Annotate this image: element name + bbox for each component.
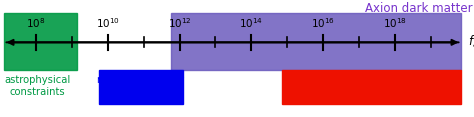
Text: astrophysical
constraints: astrophysical constraints — [5, 75, 71, 97]
Text: $10^{12}$: $10^{12}$ — [168, 16, 191, 30]
Text: $10^{14}$: $10^{14}$ — [239, 16, 264, 30]
Text: Axion dark matter: Axion dark matter — [365, 2, 472, 15]
Bar — [4, 13, 77, 70]
Text: $10^{8}$: $10^{8}$ — [26, 16, 46, 30]
Text: microwave cavity
(ADMX): microwave cavity (ADMX) — [97, 75, 184, 97]
Bar — [99, 70, 183, 104]
Text: $f_a\ (\mathrm{GeV})$: $f_a\ (\mathrm{GeV})$ — [468, 34, 474, 50]
Text: molecular interferometry: molecular interferometry — [309, 75, 434, 85]
Text: $10^{16}$: $10^{16}$ — [311, 16, 335, 30]
Bar — [171, 13, 461, 70]
Text: $10^{18}$: $10^{18}$ — [383, 16, 407, 30]
Text: $10^{10}$: $10^{10}$ — [96, 16, 120, 30]
Bar — [282, 70, 461, 104]
